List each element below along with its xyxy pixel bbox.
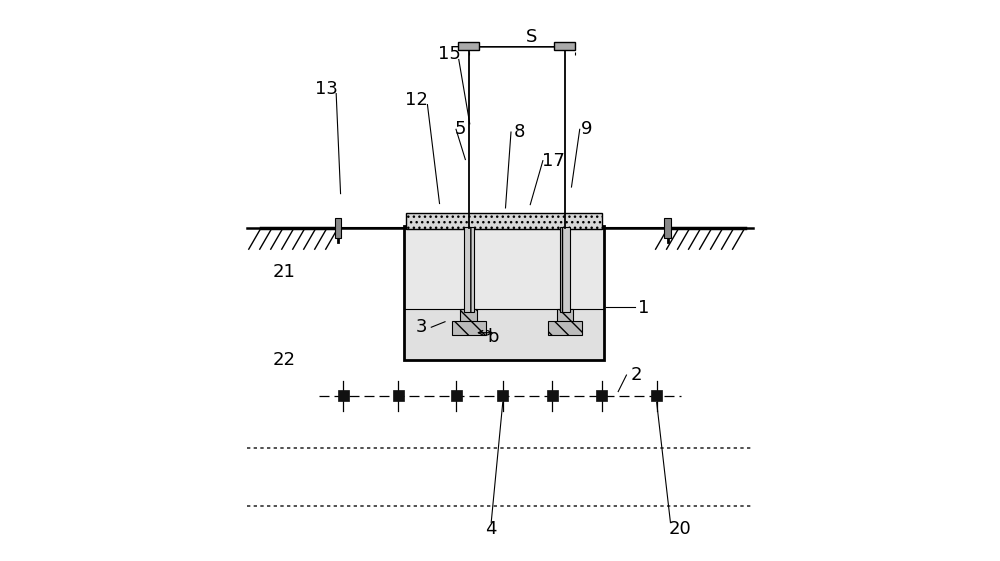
Bar: [557, 309, 573, 324]
Bar: [497, 390, 508, 402]
Bar: [464, 227, 474, 312]
Bar: [451, 390, 462, 402]
Bar: [406, 213, 602, 229]
Text: 12: 12: [405, 91, 428, 109]
Bar: [651, 390, 662, 402]
Bar: [335, 218, 341, 238]
Bar: [338, 390, 349, 402]
Text: 15: 15: [438, 45, 461, 63]
Bar: [548, 321, 582, 335]
Bar: [460, 309, 477, 324]
Bar: [404, 226, 604, 309]
Bar: [596, 390, 607, 402]
Text: S: S: [526, 29, 538, 47]
Text: 20: 20: [669, 520, 692, 538]
Bar: [404, 226, 604, 360]
Bar: [560, 227, 570, 312]
Text: 5: 5: [455, 120, 466, 139]
Bar: [547, 390, 558, 402]
Text: 2: 2: [631, 366, 642, 384]
Text: 22: 22: [273, 351, 296, 369]
Text: 4: 4: [485, 520, 497, 538]
Bar: [554, 42, 575, 49]
Text: 17: 17: [542, 151, 565, 169]
Bar: [458, 42, 479, 49]
Bar: [404, 309, 604, 360]
Text: 3: 3: [416, 318, 428, 336]
Text: 8: 8: [514, 123, 525, 141]
Bar: [664, 218, 671, 238]
Bar: [393, 390, 404, 402]
Text: 1: 1: [638, 299, 650, 317]
Text: 9: 9: [581, 120, 593, 139]
Text: b: b: [488, 328, 499, 346]
Text: 21: 21: [273, 263, 296, 281]
Text: 13: 13: [315, 80, 338, 98]
Bar: [452, 321, 486, 335]
